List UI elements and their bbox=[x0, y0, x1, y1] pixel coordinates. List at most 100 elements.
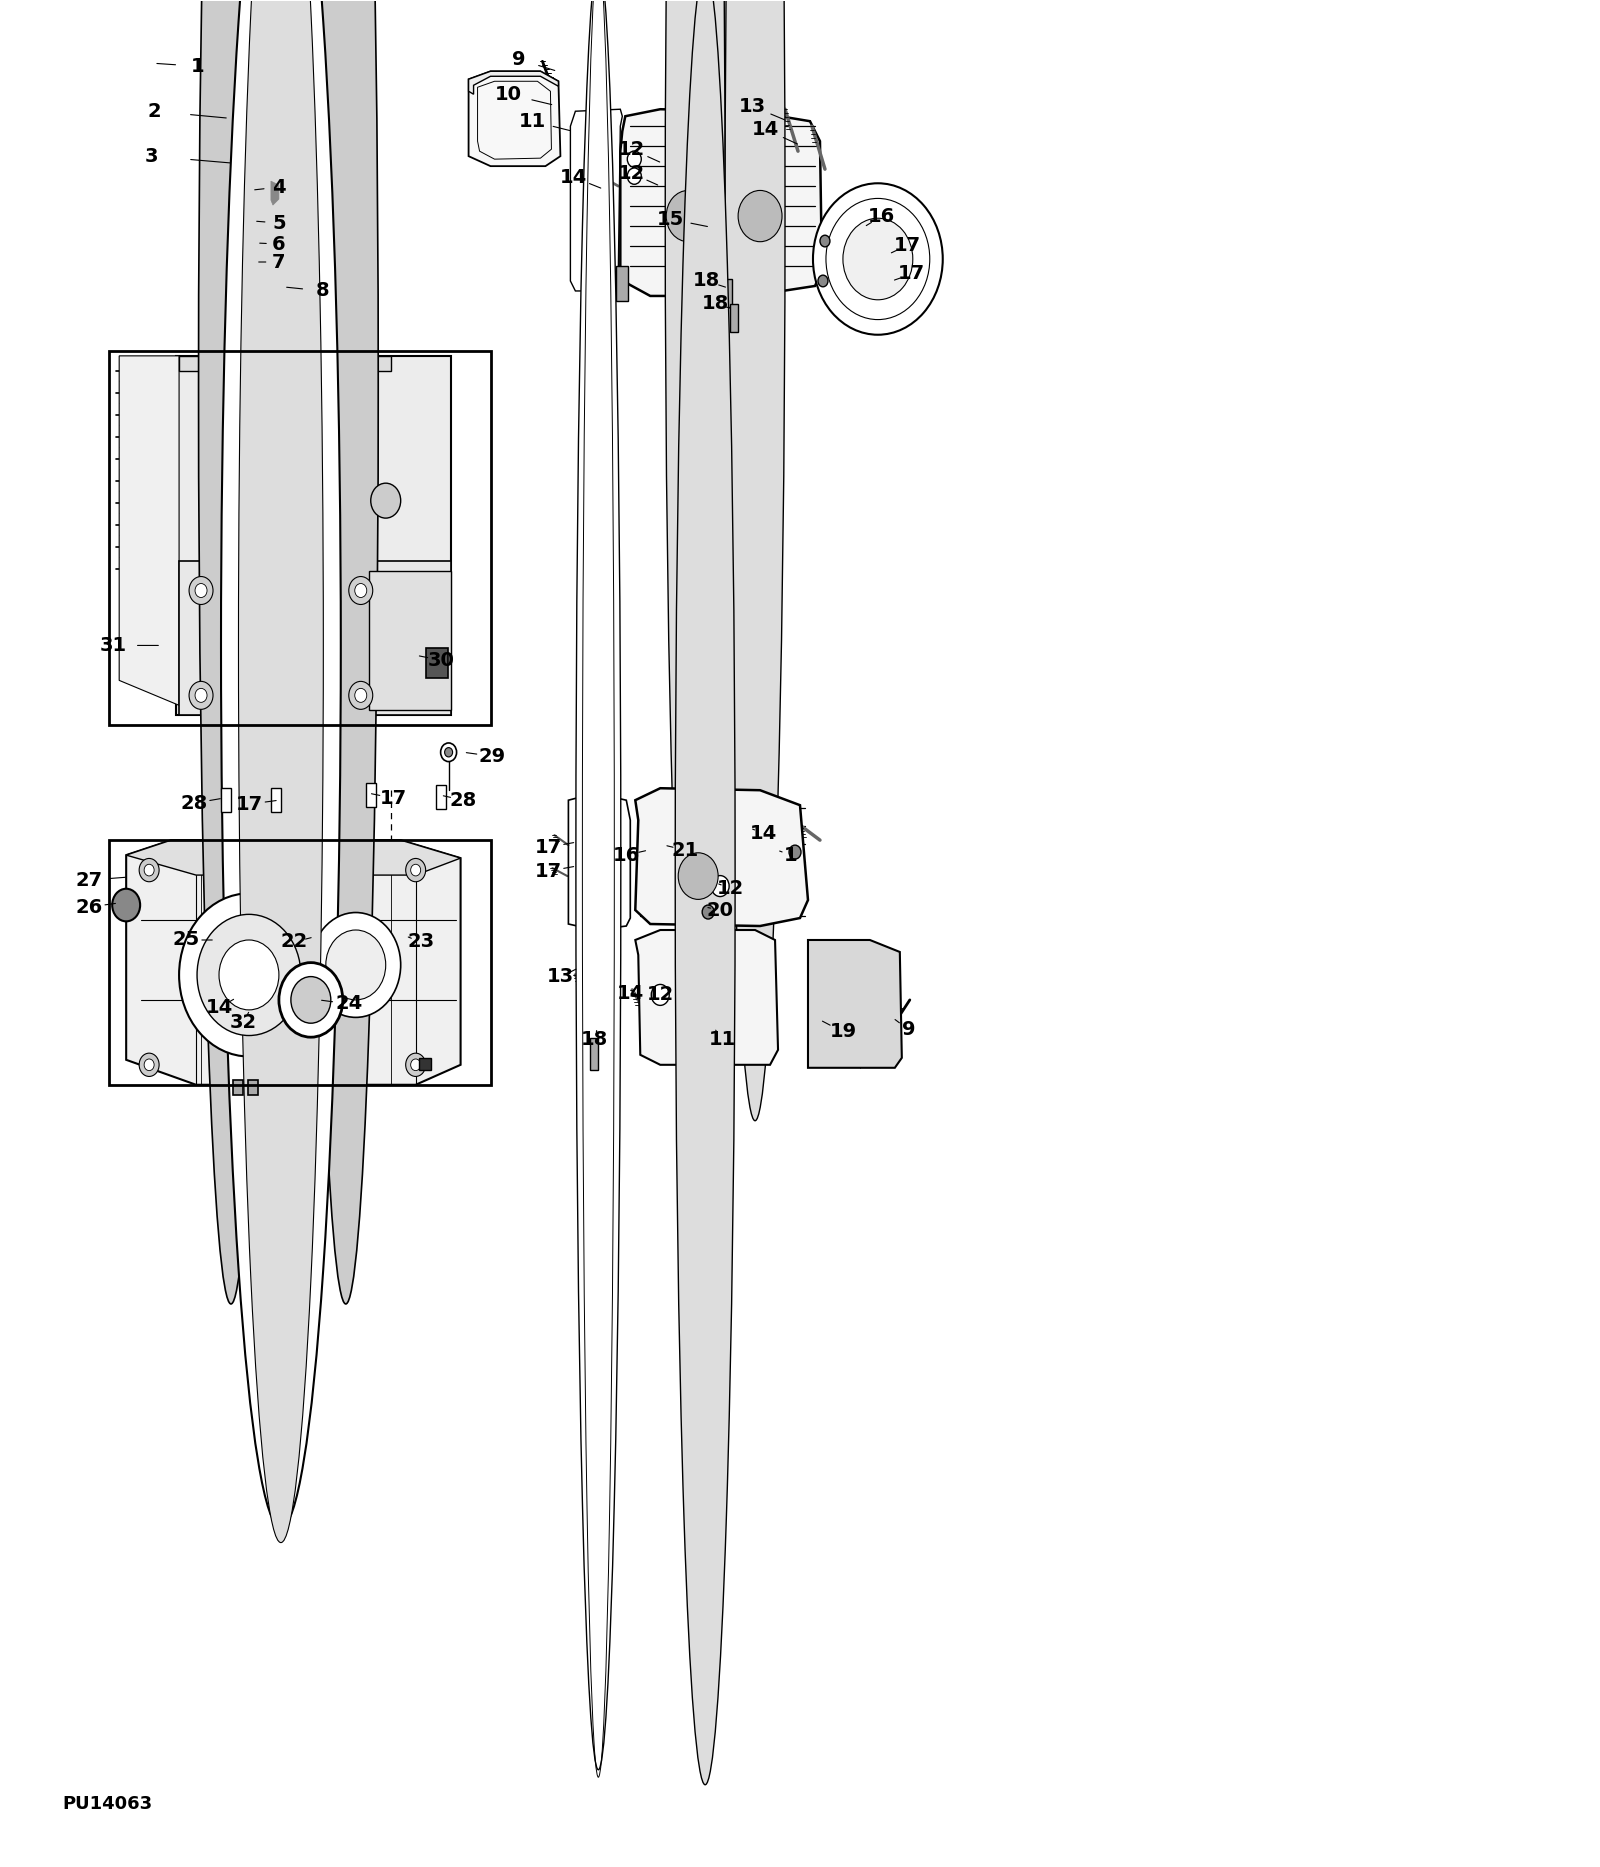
Text: 21: 21 bbox=[672, 840, 699, 859]
Polygon shape bbox=[270, 181, 278, 205]
Text: 17: 17 bbox=[534, 838, 562, 857]
Text: 22: 22 bbox=[280, 932, 307, 952]
Circle shape bbox=[195, 584, 206, 597]
Bar bbox=[248, 1079, 258, 1094]
Text: 17: 17 bbox=[381, 788, 408, 808]
Bar bbox=[366, 784, 376, 807]
Text: 31: 31 bbox=[99, 637, 126, 655]
Text: 15: 15 bbox=[656, 209, 683, 228]
Polygon shape bbox=[808, 939, 902, 1068]
Polygon shape bbox=[469, 71, 560, 166]
Text: 17: 17 bbox=[898, 265, 925, 284]
Circle shape bbox=[144, 864, 154, 876]
Text: 26: 26 bbox=[75, 898, 102, 917]
Text: 14: 14 bbox=[749, 823, 776, 842]
Circle shape bbox=[259, 261, 310, 321]
Ellipse shape bbox=[221, 0, 341, 1527]
Circle shape bbox=[440, 743, 456, 762]
Text: 28: 28 bbox=[450, 792, 477, 810]
Bar bbox=[435, 786, 446, 808]
Polygon shape bbox=[126, 840, 461, 1085]
Bar bbox=[730, 304, 738, 332]
Text: 13: 13 bbox=[739, 97, 766, 116]
Text: 13: 13 bbox=[547, 967, 574, 986]
Circle shape bbox=[411, 1059, 421, 1070]
Circle shape bbox=[411, 864, 421, 876]
Text: 18: 18 bbox=[701, 295, 728, 314]
Bar bbox=[419, 1059, 430, 1070]
Circle shape bbox=[651, 984, 669, 1006]
Circle shape bbox=[349, 681, 373, 709]
Text: 2: 2 bbox=[147, 101, 162, 121]
Circle shape bbox=[406, 859, 426, 881]
Text: 19: 19 bbox=[829, 1023, 856, 1042]
Text: 17: 17 bbox=[534, 861, 562, 881]
Text: 30: 30 bbox=[429, 652, 454, 670]
Circle shape bbox=[219, 939, 278, 1010]
Text: 32: 32 bbox=[229, 1014, 256, 1032]
Bar bbox=[725, 278, 733, 306]
Text: 29: 29 bbox=[478, 747, 506, 765]
Circle shape bbox=[253, 235, 266, 250]
Circle shape bbox=[278, 963, 342, 1038]
Circle shape bbox=[349, 577, 373, 605]
Polygon shape bbox=[216, 71, 299, 114]
Polygon shape bbox=[301, 357, 390, 372]
Circle shape bbox=[197, 915, 301, 1036]
Polygon shape bbox=[126, 840, 461, 876]
Text: 27: 27 bbox=[75, 870, 102, 889]
Circle shape bbox=[189, 681, 213, 709]
Circle shape bbox=[818, 274, 827, 288]
Bar bbox=[109, 351, 491, 724]
Circle shape bbox=[139, 1053, 158, 1077]
Text: 17: 17 bbox=[894, 235, 922, 254]
Text: 7: 7 bbox=[272, 252, 286, 271]
Circle shape bbox=[819, 235, 830, 246]
Polygon shape bbox=[246, 175, 283, 207]
Circle shape bbox=[189, 577, 213, 605]
Text: 12: 12 bbox=[717, 879, 744, 898]
Text: 25: 25 bbox=[173, 930, 200, 950]
Text: 3: 3 bbox=[144, 147, 158, 166]
Polygon shape bbox=[218, 118, 299, 155]
Circle shape bbox=[789, 846, 802, 859]
Polygon shape bbox=[179, 560, 451, 715]
Bar bbox=[590, 1038, 598, 1070]
Text: 8: 8 bbox=[317, 282, 330, 301]
Circle shape bbox=[627, 168, 642, 185]
Ellipse shape bbox=[725, 0, 786, 1120]
Text: 14: 14 bbox=[752, 119, 779, 138]
Bar bbox=[109, 840, 491, 1085]
Circle shape bbox=[326, 930, 386, 1001]
Ellipse shape bbox=[576, 0, 621, 1770]
Ellipse shape bbox=[666, 0, 725, 1120]
Text: 18: 18 bbox=[581, 1031, 608, 1049]
Circle shape bbox=[666, 190, 710, 241]
Bar bbox=[259, 45, 274, 54]
Text: 11: 11 bbox=[709, 1031, 736, 1049]
Text: 12: 12 bbox=[646, 986, 674, 1004]
Circle shape bbox=[445, 747, 453, 756]
Text: 14: 14 bbox=[205, 999, 232, 1018]
Circle shape bbox=[355, 584, 366, 597]
Bar bbox=[270, 788, 282, 812]
Text: 9: 9 bbox=[512, 50, 525, 69]
Ellipse shape bbox=[238, 0, 323, 1542]
Polygon shape bbox=[635, 788, 808, 926]
Polygon shape bbox=[635, 930, 778, 1064]
Polygon shape bbox=[118, 357, 179, 706]
Circle shape bbox=[710, 876, 730, 896]
Text: 23: 23 bbox=[406, 932, 434, 952]
Text: 1: 1 bbox=[784, 846, 798, 864]
Text: 16: 16 bbox=[613, 846, 640, 864]
Bar bbox=[616, 265, 629, 301]
Text: 18: 18 bbox=[693, 271, 720, 291]
Circle shape bbox=[843, 218, 914, 301]
Bar bbox=[254, 213, 262, 218]
Text: 12: 12 bbox=[618, 164, 645, 183]
Circle shape bbox=[371, 484, 400, 519]
Circle shape bbox=[291, 976, 331, 1023]
Text: 14: 14 bbox=[560, 168, 587, 187]
Bar bbox=[234, 1079, 243, 1094]
Text: 17: 17 bbox=[235, 795, 262, 814]
